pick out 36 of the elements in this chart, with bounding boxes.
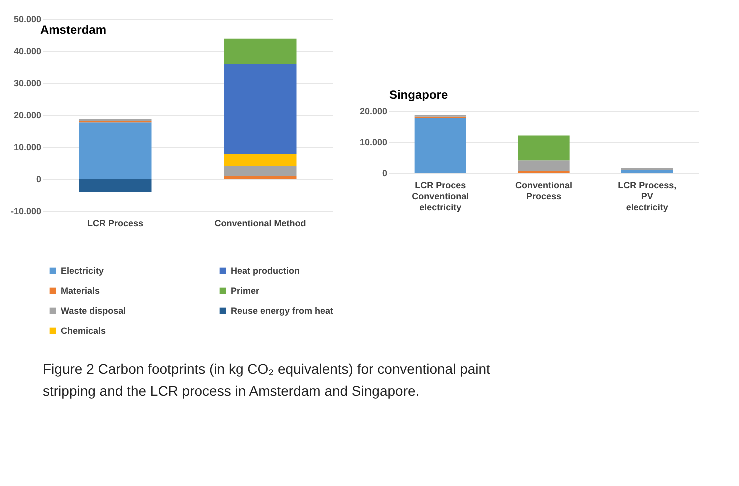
bar: [224, 38, 297, 64]
bar: [224, 176, 297, 179]
bar: [622, 168, 674, 171]
y-tick-label: 50.000: [14, 14, 42, 24]
y-tick-label: 10.000: [14, 142, 42, 152]
x-tick-label: Conventional Method: [214, 218, 306, 228]
y-tick-label: 20.000: [360, 106, 388, 116]
bar: [79, 179, 152, 192]
bar: [79, 122, 152, 179]
legend-label: Chemicals: [61, 326, 106, 336]
chart-title: Singapore: [389, 88, 448, 102]
chart-title: Amsterdam: [40, 23, 107, 37]
legend-label: Electricity: [61, 266, 104, 276]
x-tick-label: LCR Proces Conventional electricity: [412, 180, 470, 212]
bar: [224, 166, 297, 176]
y-tick-label: 40.000: [14, 46, 42, 56]
x-tick-label: LCR Process, PV electricity: [618, 180, 677, 212]
y-tick-label: 20.000: [14, 110, 42, 120]
y-tick-label: 0: [382, 168, 388, 178]
y-tick-label: -10.000: [10, 206, 42, 216]
bar: [224, 64, 297, 154]
y-tick-label: 0: [36, 174, 42, 184]
legend-label: Reuse energy from heat: [231, 306, 334, 316]
legend-label: Waste disposal: [61, 306, 126, 316]
y-tick-label: 10.000: [360, 138, 388, 148]
x-tick-label: LCR Process: [87, 218, 144, 228]
bar: [414, 118, 466, 173]
bar: [518, 160, 570, 172]
bar: [224, 154, 297, 166]
y-tick-label: 30.000: [14, 78, 42, 88]
x-tick-label: Conventional Process: [515, 180, 573, 202]
legend-label: Heat production: [231, 266, 300, 276]
legend-label: Materials: [61, 286, 100, 296]
legend-label: Primer: [231, 286, 260, 296]
bar: [518, 136, 570, 161]
caption: Figure 2 Carbon footprints (in kg CO₂ equivalents) for conventional paint stripping and the LCR process in Amsterdam and Singapore.: [43, 361, 491, 399]
